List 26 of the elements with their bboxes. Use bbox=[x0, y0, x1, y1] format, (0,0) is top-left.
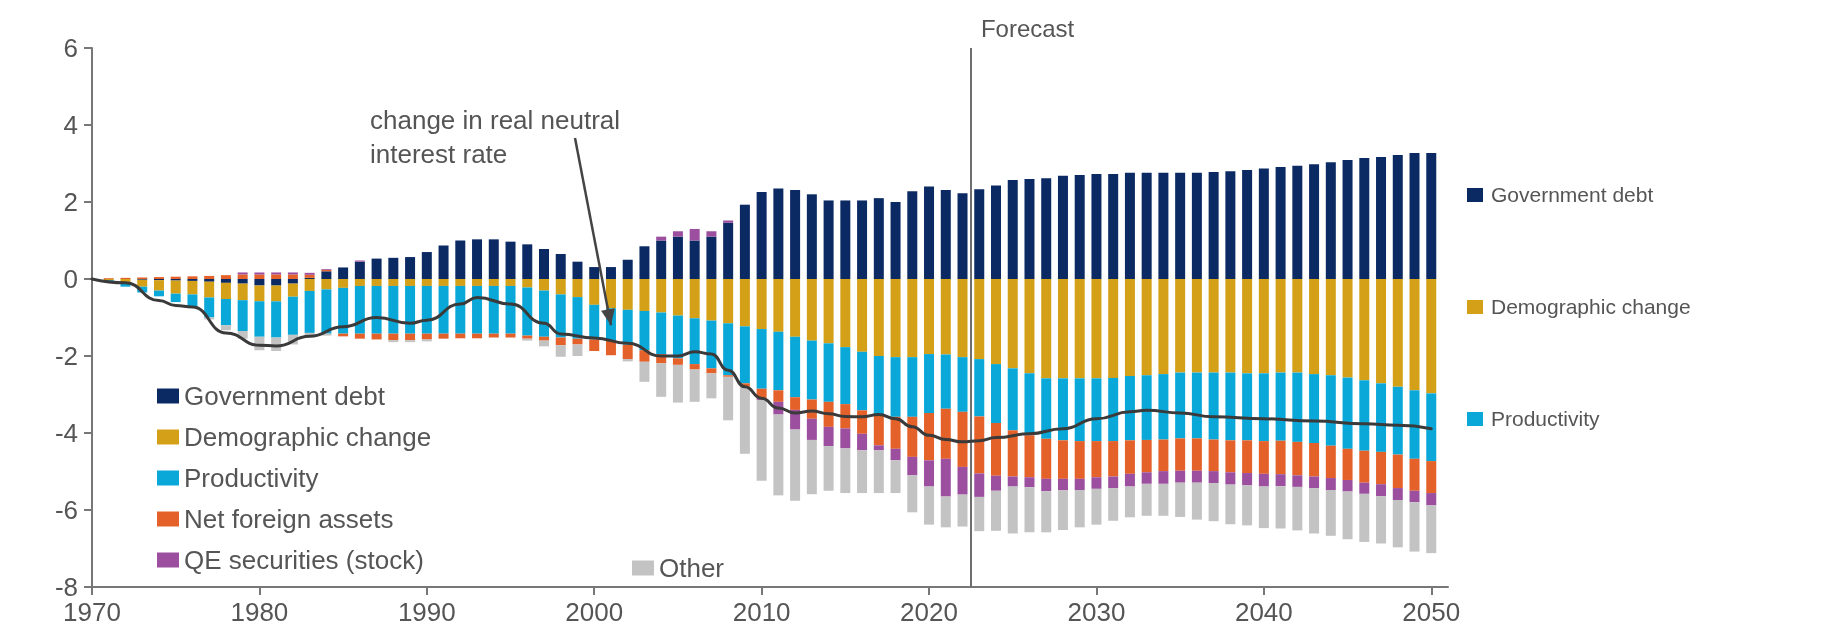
y-tick-label: 4 bbox=[63, 110, 78, 140]
x-tick-label: 1990 bbox=[397, 597, 456, 627]
y-tick-label: -4 bbox=[54, 418, 78, 448]
x-tick-label: 2020 bbox=[900, 597, 958, 627]
legend-label: Productivity bbox=[184, 463, 319, 493]
y-tick-label: -2 bbox=[54, 341, 78, 371]
y-tick-label: -6 bbox=[54, 495, 78, 525]
x-tick-label: 2010 bbox=[732, 597, 791, 627]
x-tick-label: 2000 bbox=[565, 597, 624, 627]
y-tick-label: 2 bbox=[63, 187, 78, 217]
text: Government debt bbox=[1491, 183, 1654, 206]
legend-label: Other bbox=[659, 553, 725, 583]
y-tick-label: 6 bbox=[63, 33, 78, 63]
x-tick-label: 2030 bbox=[1067, 597, 1126, 627]
legend-label: Net foreign assets bbox=[184, 504, 394, 534]
annotation: change in real neutral interest rate bbox=[370, 105, 628, 169]
x-tick-label: 2040 bbox=[1234, 597, 1293, 627]
text: Productivity bbox=[1491, 407, 1600, 430]
text: Demographic change bbox=[1491, 295, 1691, 318]
legend-label: Government debt bbox=[184, 381, 386, 411]
x-tick-label: 1980 bbox=[230, 597, 289, 627]
y-tick-label: 0 bbox=[63, 264, 78, 294]
legend-label: QE securities (stock) bbox=[184, 545, 424, 575]
ref-line-label: Forecast bbox=[980, 14, 1075, 42]
legend-label: Demographic change bbox=[184, 422, 432, 452]
x-tick-label: 2050 bbox=[1402, 597, 1461, 627]
